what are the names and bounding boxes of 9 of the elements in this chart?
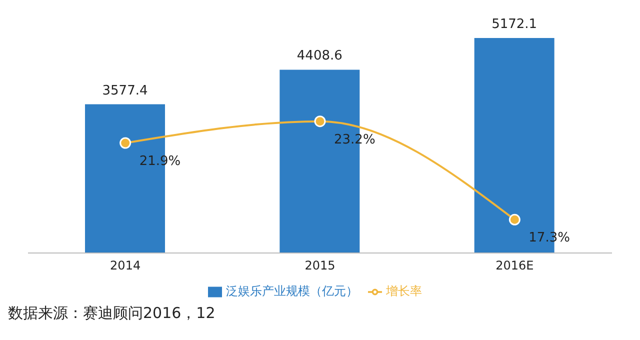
legend-label: 增长率 — [386, 284, 422, 298]
x-tick-label: 2016E — [496, 258, 534, 273]
source-note: 数据来源：赛迪顾问2016，12 — [8, 304, 216, 323]
legend-label: 泛娱乐产业规模（亿元） — [226, 284, 358, 298]
x-tick-label: 2014 — [110, 258, 141, 273]
data-label: 3577.4 — [102, 83, 148, 98]
data-label: 5172.1 — [492, 17, 538, 32]
data-label: 4408.6 — [296, 48, 342, 64]
x-tick-label: 2015 — [304, 258, 336, 273]
